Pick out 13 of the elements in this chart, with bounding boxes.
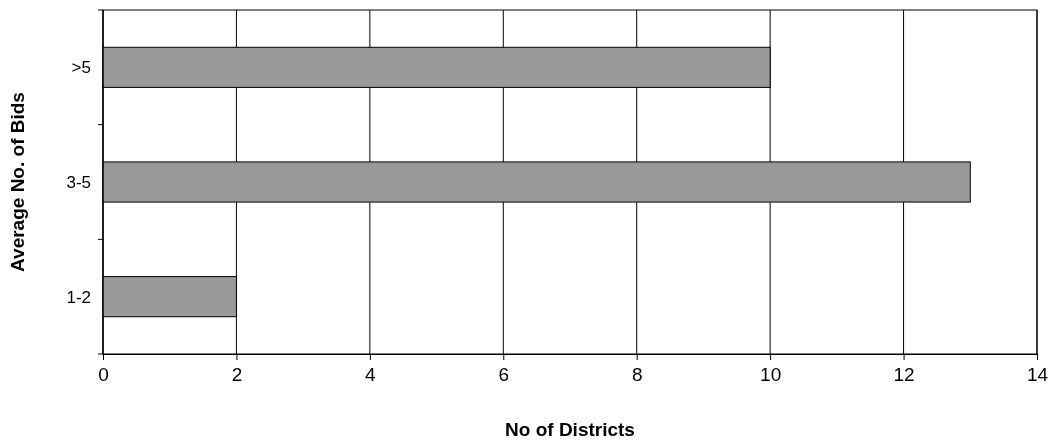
x-axis-title: No of Districts — [505, 419, 635, 440]
y-tick-label: 3-5 — [66, 172, 91, 192]
x-tick-label: 14 — [1026, 364, 1049, 386]
x-tick-label: 6 — [498, 364, 510, 386]
x-tick-label: 12 — [893, 364, 915, 386]
y-tick-label: 1-2 — [66, 287, 91, 307]
x-tick-label: 2 — [231, 364, 243, 386]
x-tick-label: 4 — [365, 364, 377, 386]
x-tick-label: 0 — [98, 364, 109, 386]
y-axis-title: Average No. of Bids — [7, 92, 28, 272]
x-tick-label: 10 — [760, 364, 782, 386]
y-tick-label: >5 — [71, 58, 91, 78]
x-tick-label: 8 — [631, 364, 643, 386]
